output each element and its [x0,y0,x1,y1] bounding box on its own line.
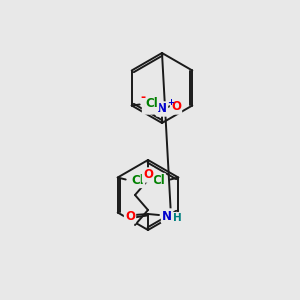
Text: O: O [171,100,181,113]
Text: Cl: Cl [131,174,144,187]
Text: Cl: Cl [145,97,158,110]
Text: O: O [125,209,135,223]
Text: N: N [162,209,172,223]
Text: O: O [143,100,153,113]
Text: Cl: Cl [152,174,165,187]
Text: H: H [172,213,182,223]
Text: +: + [167,98,174,107]
Text: O: O [143,169,153,182]
Text: -: - [140,91,145,104]
Text: N: N [157,103,167,116]
